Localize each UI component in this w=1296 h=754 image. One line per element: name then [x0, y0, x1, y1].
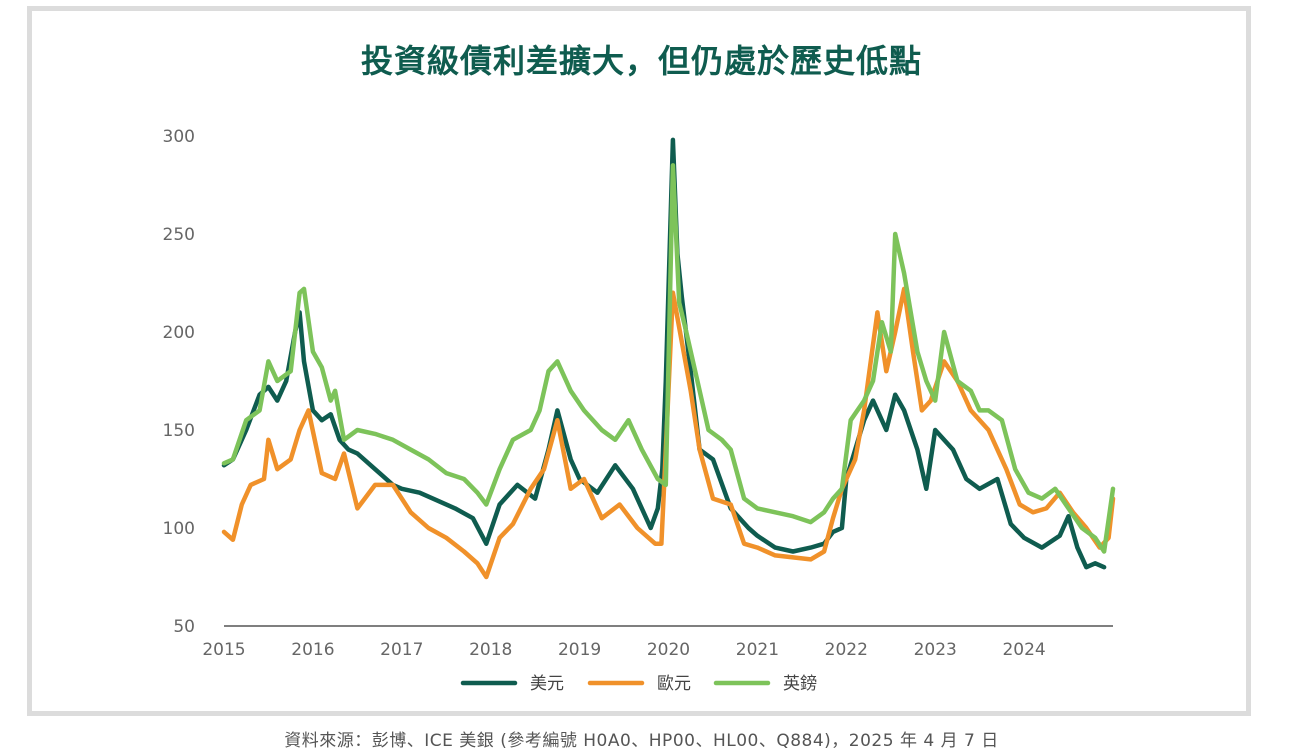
y-tick-label: 250 [163, 225, 195, 245]
legend-label: 歐元 [657, 674, 691, 694]
legend: 美元 歐元 英鎊 [460, 674, 817, 694]
y-tick-label: 150 [163, 421, 195, 441]
y-tick-label: 300 [163, 127, 195, 147]
x-tick-label: 2024 [1002, 640, 1045, 660]
x-tick-label: 2021 [736, 640, 779, 660]
legend-label: 英鎊 [783, 674, 817, 694]
x-tick-label: 2018 [469, 640, 512, 660]
series-lines [221, 137, 1116, 580]
x-tick-label: 2015 [202, 640, 245, 660]
legend-label: 美元 [530, 674, 564, 694]
series-line-2 [221, 163, 1116, 554]
y-tick-label: 100 [163, 519, 195, 539]
chart-title: 投資級債利差擴大，但仍處於歷史低點 [360, 42, 922, 80]
chart-frame [27, 6, 1251, 716]
x-tick-label: 2019 [558, 640, 601, 660]
x-axis-ticks: 2015 2016 2017 2018 2019 2020 2021 2022 2023 2024 [202, 640, 1045, 660]
y-axis-ticks: 50 100 150 200 250 300 [163, 127, 195, 637]
x-tick-label: 2016 [291, 640, 334, 660]
x-tick-label: 2023 [914, 640, 957, 660]
x-tick-label: 2022 [825, 640, 868, 660]
series-line-1 [221, 286, 1116, 580]
source-note: 資料來源：彭博、ICE 美銀 (參考編號 H0A0、HP00、HL00、Q884… [284, 731, 999, 751]
x-tick-label: 2020 [647, 640, 690, 660]
x-tick-label: 2017 [380, 640, 423, 660]
y-tick-label: 50 [173, 617, 195, 637]
y-tick-label: 200 [163, 323, 195, 343]
